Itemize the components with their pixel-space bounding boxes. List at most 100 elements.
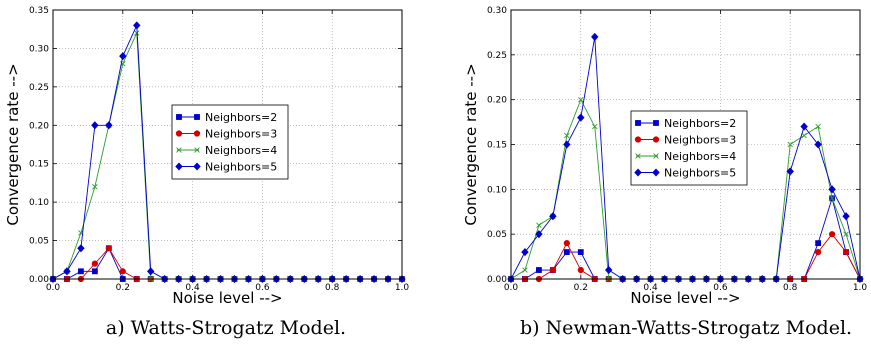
data-point (119, 52, 127, 61)
legend-marker (176, 114, 182, 120)
y-tick-label: 0.05 (487, 230, 507, 240)
y-tick-label: 0.10 (29, 198, 49, 208)
chart-panel-1: 0.00 0.05 0.10 0.15 0.20 0.25 0.30 0.0 0.2 0.4 0.6… (462, 6, 867, 339)
legend-marker (634, 168, 642, 177)
x-tick-label: 0.0 (504, 283, 519, 293)
y-axis-title: Convergence rate --> (462, 63, 480, 225)
data-point (842, 249, 850, 256)
y-tick-label: 0.35 (29, 6, 49, 16)
x-axis-title: Noise level --> (630, 289, 740, 307)
data-point (786, 167, 794, 176)
y-tick-label: 0.15 (487, 141, 507, 151)
legend-marker (635, 153, 641, 159)
plot-frame (52, 9, 403, 280)
series-line (53, 247, 402, 280)
figure-caption: a) Watts-Strogatz Model. (106, 317, 346, 339)
data-point (815, 249, 822, 256)
legend-marker (652, 168, 660, 177)
data-point (563, 240, 570, 247)
data-point (577, 249, 584, 255)
legend-marker (194, 114, 200, 120)
figure-caption: b) Newman-Watts-Strogatz Model. (520, 317, 852, 339)
data-point (843, 231, 849, 237)
y-tick-label: 0.00 (487, 275, 507, 285)
data-point (119, 268, 126, 275)
data-point (815, 123, 821, 130)
y-tick-label: 0.05 (29, 237, 49, 247)
series-line (53, 247, 402, 280)
y-tick-label: 0.10 (487, 185, 507, 195)
legend-marker (635, 120, 641, 126)
data-point (800, 122, 808, 131)
x-tick-label: 0.4 (643, 283, 658, 293)
chart-panel-0: 0.00 0.05 0.10 0.15 0.20 0.25 0.30 0.35 0.0 0.2 0.… (4, 6, 409, 339)
data-point (549, 266, 556, 274)
legend-marker (193, 130, 201, 137)
legend-label: Neighbors=5 (205, 161, 277, 174)
data-point (842, 212, 850, 221)
data-point (78, 268, 84, 275)
data-point (577, 266, 584, 274)
data-point (828, 185, 836, 194)
data-point (801, 132, 807, 139)
plot-frame (510, 9, 861, 280)
data-point (105, 245, 112, 252)
legend-marker (652, 136, 660, 143)
y-axis-title: Convergence rate --> (4, 63, 22, 225)
y-tick-label: 0.20 (487, 96, 507, 106)
legend-label: Neighbors=5 (664, 167, 736, 180)
x-tick-label: 0.6 (255, 283, 270, 293)
y-tick-label: 0.20 (29, 121, 49, 131)
data-point (563, 140, 571, 149)
legend-label: Neighbors=3 (205, 128, 277, 141)
data-point (605, 265, 613, 275)
x-axis-title: Noise level --> (172, 289, 282, 307)
x-tick-label: 0.4 (185, 283, 200, 293)
y-tick-label: 0.30 (487, 6, 507, 16)
data-point (147, 267, 155, 276)
x-tick-label: 1.0 (395, 283, 410, 293)
data-point (577, 113, 585, 122)
data-point (549, 212, 557, 221)
legend-marker (176, 147, 182, 153)
data-point (829, 195, 835, 202)
data-point (591, 32, 599, 41)
legend-marker (193, 162, 201, 171)
data-point (592, 123, 598, 130)
legend-label: Neighbors=4 (664, 150, 736, 163)
data-point (91, 268, 98, 275)
data-point (536, 222, 542, 228)
legend-label: Neighbors=2 (205, 111, 277, 124)
data-point (828, 231, 836, 238)
data-point (578, 96, 584, 103)
x-tick-label: 0.0 (46, 283, 61, 293)
series-line (511, 196, 861, 280)
y-tick-label: 0.25 (29, 83, 49, 93)
legend-label: Neighbors=4 (205, 144, 277, 157)
legend-marker (653, 120, 659, 126)
x-tick-label: 0.2 (574, 283, 588, 293)
data-point (91, 260, 98, 267)
legend-marker (194, 147, 200, 153)
y-tick-label: 0.25 (487, 51, 507, 61)
data-point (563, 249, 570, 255)
x-tick-label: 0.6 (713, 283, 728, 293)
legend-marker (175, 162, 183, 171)
y-tick-label: 0.30 (29, 44, 49, 54)
data-point (536, 267, 542, 273)
data-point (92, 184, 98, 190)
data-point (91, 121, 99, 130)
x-tick-label: 1.0 (853, 283, 868, 293)
y-tick-label: 0.15 (29, 160, 49, 170)
data-point (522, 267, 528, 273)
data-point (535, 230, 543, 239)
data-point (814, 140, 822, 149)
x-tick-label: 0.8 (325, 283, 340, 293)
legend-marker (175, 130, 183, 137)
data-point (77, 244, 85, 253)
legend-label: Neighbors=3 (664, 134, 736, 147)
legend-label: Neighbors=2 (664, 117, 736, 130)
data-point (787, 141, 793, 148)
data-point (521, 248, 529, 257)
